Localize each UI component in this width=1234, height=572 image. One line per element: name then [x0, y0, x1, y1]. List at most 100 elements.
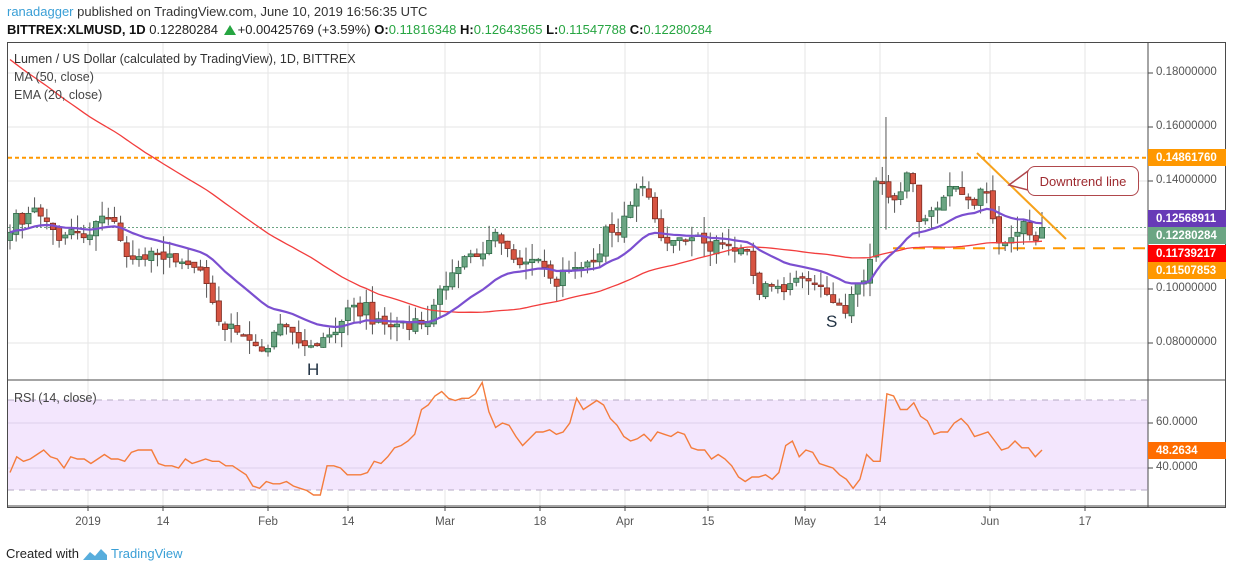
bearish-candle: [240, 334, 247, 337]
bullish-candle: [277, 323, 284, 336]
bearish-candle: [805, 278, 812, 282]
bearish-candle: [609, 224, 616, 233]
bullish-candle: [455, 266, 462, 275]
bearish-candle: [197, 266, 204, 271]
bearish-candle: [836, 302, 843, 306]
bearish-candle: [590, 259, 597, 263]
bearish-candle: [645, 188, 652, 198]
bullish-candle: [602, 226, 609, 257]
price-change: +0.00425769 (+3.59%): [237, 22, 371, 37]
downtrend-callout: Downtrend line: [1027, 166, 1139, 196]
chart-title: Lumen / US Dollar (calculated by Trading…: [14, 52, 356, 66]
price-label: 0.12280284: [1148, 227, 1226, 244]
bullish-candle: [953, 185, 960, 190]
x-tick: 2019: [75, 516, 101, 528]
rsi-y-tick: 40.0000: [1156, 461, 1198, 473]
tradingview-logo-icon: [82, 548, 107, 560]
bearish-candle: [234, 325, 241, 333]
bearish-candle: [971, 198, 978, 206]
price-label: 0.11739217: [1148, 245, 1226, 262]
bearish-candle: [652, 196, 659, 220]
bearish-candle: [252, 341, 259, 347]
bullish-candle: [934, 207, 941, 211]
chart-frame: [7, 42, 1226, 508]
bullish-candle: [350, 304, 357, 308]
bearish-candle: [959, 187, 966, 195]
bullish-candle: [68, 229, 75, 236]
bullish-candle: [479, 253, 486, 260]
x-tick: Feb: [258, 516, 278, 528]
bullish-candle: [31, 207, 38, 213]
bearish-candle: [891, 195, 898, 201]
bearish-candle: [725, 243, 732, 247]
bullish-candle: [867, 258, 874, 284]
bearish-candle: [295, 332, 302, 344]
bearish-candle: [289, 326, 296, 333]
bearish-candle: [142, 254, 149, 260]
low-value: 0.11547788: [558, 22, 627, 37]
bullish-candle: [363, 302, 370, 316]
ema-legend[interactable]: EMA (20, close): [14, 88, 103, 102]
x-tick: 18: [533, 516, 547, 528]
close-value: 0.12280284: [643, 22, 713, 37]
bullish-candle: [332, 331, 339, 336]
bullish-candle: [62, 234, 69, 239]
bullish-candle: [393, 323, 400, 328]
bullish-candle: [578, 266, 585, 270]
bearish-candle: [80, 233, 87, 239]
bearish-candle: [983, 191, 990, 194]
y-tick: 0.10000000: [1156, 282, 1217, 294]
bullish-candle: [412, 318, 419, 332]
symbol-info: BITTREX:XLMUSD, 1D 0.12280284 +0.0042576…: [7, 22, 712, 37]
bearish-candle: [74, 230, 81, 234]
bearish-candle: [215, 300, 222, 322]
bearish-candle: [314, 343, 321, 347]
x-tick: 14: [156, 516, 170, 528]
bullish-candle: [178, 261, 185, 264]
bearish-candle: [799, 276, 806, 279]
bearish-candle: [357, 302, 364, 317]
y-tick: 0.08000000: [1156, 336, 1217, 348]
bearish-candle: [510, 249, 517, 260]
bullish-candle: [271, 331, 278, 348]
bearish-candle: [473, 253, 480, 257]
rsi-band: [8, 400, 1148, 490]
bearish-candle: [916, 184, 923, 222]
bullish-candle: [928, 210, 935, 217]
bearish-candle: [842, 305, 849, 314]
bullish-candle: [897, 191, 904, 200]
bullish-candle: [443, 285, 450, 291]
x-tick: Jun: [980, 516, 1000, 528]
bearish-candle: [301, 340, 308, 347]
footer: Created with TradingView: [6, 546, 183, 561]
bearish-candle: [965, 196, 972, 201]
created-with-text: Created with: [6, 546, 79, 561]
bullish-candle: [1014, 231, 1021, 237]
bearish-candle: [781, 284, 788, 293]
bearish-candle: [191, 261, 198, 268]
bullish-candle: [670, 239, 677, 246]
x-tick: 14: [341, 516, 355, 528]
ma-legend[interactable]: MA (50, close): [14, 70, 94, 84]
bearish-candle: [744, 249, 751, 252]
bullish-candle: [25, 212, 32, 225]
bullish-candle: [135, 256, 142, 261]
bearish-candle: [203, 267, 210, 285]
bullish-candle: [148, 250, 155, 261]
bearish-candle: [516, 257, 523, 266]
rsi-legend[interactable]: RSI (14, close): [14, 391, 97, 405]
x-tick: Apr: [616, 516, 634, 528]
bearish-candle: [221, 323, 228, 330]
tradingview-link[interactable]: TradingView: [110, 546, 183, 561]
author-link[interactable]: ranadagger: [7, 4, 74, 19]
bearish-candle: [117, 222, 124, 241]
bullish-candle: [461, 256, 468, 268]
last-price: 0.12280284: [149, 22, 218, 37]
bullish-candle: [326, 334, 333, 338]
bullish-candle: [774, 285, 781, 289]
bearish-candle: [701, 232, 708, 244]
published-text: published on TradingView.com, June 10, 2…: [77, 4, 428, 19]
bearish-candle: [172, 253, 179, 263]
bullish-candle: [436, 288, 443, 305]
